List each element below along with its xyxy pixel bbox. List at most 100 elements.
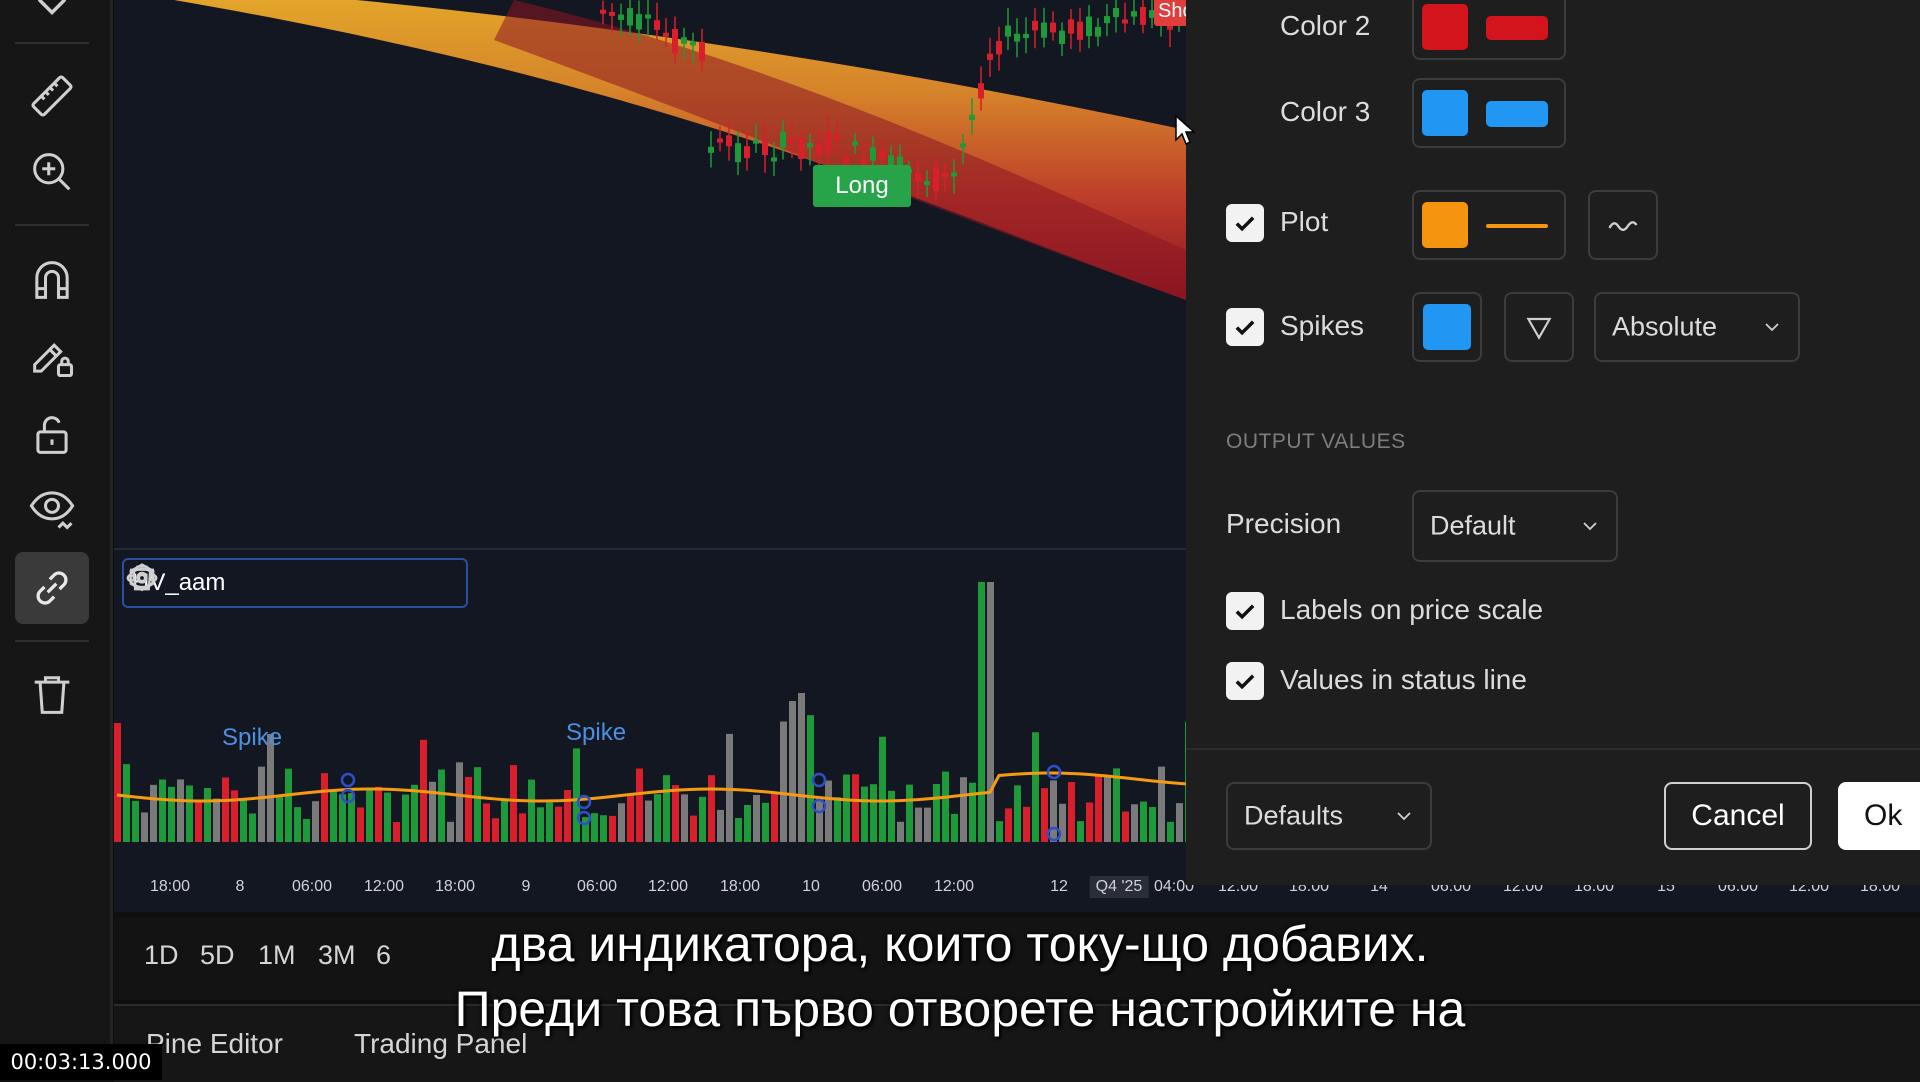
candle [807, 143, 813, 148]
volume-bar [546, 802, 553, 842]
color3-swatch-button[interactable] [1412, 78, 1566, 148]
volume-bar [618, 803, 625, 842]
volume-bar [969, 782, 976, 842]
candle [969, 114, 975, 120]
volume-bar [834, 797, 841, 842]
range-1m-button[interactable]: 1M [258, 940, 296, 970]
labels-on-price-scale-checkbox[interactable] [1226, 592, 1264, 630]
link-icon[interactable] [15, 552, 89, 624]
plot-style-button[interactable] [1588, 190, 1658, 260]
spikes-label: Spikes [1280, 310, 1365, 341]
candle [798, 138, 804, 159]
candle [618, 14, 624, 20]
toolbar-divider [15, 42, 89, 44]
volume-bar [555, 806, 562, 842]
zoom-in-icon[interactable] [15, 136, 89, 208]
ruler-icon[interactable] [15, 60, 89, 132]
color2-label: Color 2 [1280, 10, 1371, 41]
plot-line-preview [1486, 224, 1548, 228]
volume-bar [978, 582, 985, 842]
volume-bar [1005, 808, 1012, 842]
range-6m-button[interactable]: 6 [376, 940, 392, 970]
video-timestamp: 00:03:13.000 [0, 1044, 162, 1080]
pane-separator[interactable] [114, 548, 1186, 550]
volume-bar [699, 796, 706, 842]
magnet-icon[interactable] [15, 244, 89, 316]
plot-color-button[interactable] [1412, 190, 1566, 260]
volume-bar [1095, 776, 1102, 842]
color2-swatch-button[interactable] [1412, 0, 1566, 60]
volume-bar [1041, 788, 1048, 842]
volume-bar [1176, 803, 1183, 842]
defaults-dropdown[interactable]: Defaults [1226, 782, 1432, 850]
tab-pine-editor[interactable]: Pine Editor [146, 1028, 283, 1059]
cancel-button[interactable]: Cancel [1664, 782, 1812, 850]
volume-bar [348, 793, 355, 842]
spike-marker [811, 798, 827, 814]
unlock-icon[interactable] [15, 398, 89, 470]
volume-bar [447, 821, 454, 842]
more-icon[interactable] [126, 560, 466, 606]
candle [609, 11, 615, 16]
gear-icon[interactable] [129, 560, 357, 606]
values-in-status-line-checkbox[interactable] [1226, 662, 1264, 700]
lock-pencil-icon[interactable] [15, 320, 89, 392]
trash-icon[interactable] [130, 560, 412, 606]
volume-bar [807, 715, 814, 842]
volume-bar [843, 774, 850, 842]
tab-trading-panel[interactable]: Trading Panel [354, 1028, 528, 1059]
volume-bar [798, 693, 805, 842]
range-5d-button[interactable]: 5D [200, 940, 235, 970]
volume-bar [330, 789, 337, 842]
volume-bar [951, 813, 958, 842]
volume-bar [1059, 803, 1066, 842]
volume-bar [816, 798, 823, 842]
precision-select[interactable]: Default [1412, 490, 1618, 562]
spikes-mode-select[interactable]: Absolute [1594, 292, 1800, 362]
time-axis-tick: Q4 '25 [1089, 876, 1149, 898]
chevron-down-icon[interactable] [15, 0, 89, 42]
candle [879, 150, 885, 160]
precision-value: Default [1430, 510, 1516, 541]
volume-bar [960, 777, 967, 842]
range-1d-button[interactable]: 1D [144, 940, 179, 970]
candle [1104, 16, 1110, 24]
volume-bar [1122, 811, 1129, 842]
volume-bar [708, 775, 715, 842]
volume-bar [1050, 780, 1057, 842]
volume-bar [663, 775, 670, 842]
volume-bar [996, 821, 1003, 842]
spike-marker [576, 794, 592, 810]
volume-bar [528, 779, 535, 842]
ok-button[interactable]: Ok [1838, 782, 1920, 850]
candle [933, 167, 939, 192]
spike-marker [1046, 826, 1062, 842]
volume-bar [438, 769, 445, 842]
volume-bar [987, 582, 994, 842]
time-axis-tick: 06:00 [291, 878, 333, 895]
candle [852, 141, 858, 146]
labels-on-price-scale-label: Labels on price scale [1280, 594, 1544, 625]
volume-bar [942, 771, 949, 842]
precision-label: Precision [1226, 508, 1342, 539]
spikes-color-button[interactable] [1412, 292, 1482, 362]
plot-checkbox[interactable] [1226, 204, 1264, 242]
candle [1113, 7, 1119, 18]
eye-hide-icon[interactable] [15, 472, 89, 544]
time-axis-tick: 12:00 [363, 878, 405, 895]
spikes-shape-button[interactable] [1504, 292, 1574, 362]
indicator-legend[interactable]: HV_aam [122, 558, 468, 608]
candle [1023, 33, 1029, 38]
eye-icon[interactable] [126, 560, 302, 606]
chart-canvas[interactable]: Long Sho Spike Spike HV_aam [114, 0, 1186, 885]
range-3m-button[interactable]: 3M [318, 940, 356, 970]
spikes-checkbox[interactable] [1226, 308, 1264, 346]
color3-swatch [1422, 90, 1468, 136]
spike-label: Spike [222, 724, 283, 751]
volume-bar [132, 800, 139, 842]
candle [1086, 16, 1092, 37]
volume-bar [267, 734, 274, 842]
trash-icon[interactable] [15, 658, 89, 730]
volume-bar [1185, 721, 1186, 842]
volume-bar [195, 801, 202, 842]
